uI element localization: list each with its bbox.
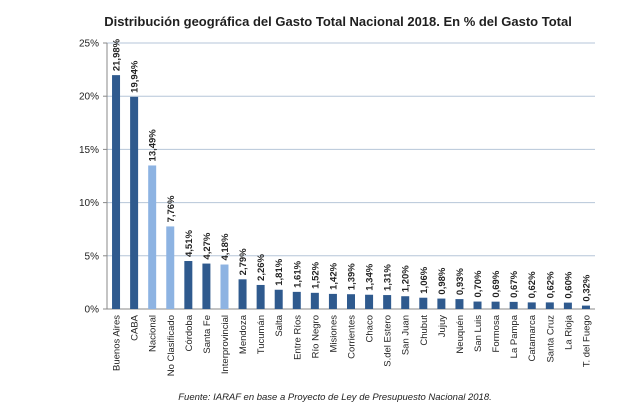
bar xyxy=(509,301,518,309)
x-tick-label: S.del Estero xyxy=(383,315,394,367)
x-tick-label: Salta xyxy=(274,314,285,336)
data-label: 0,67% xyxy=(509,270,520,297)
bar xyxy=(347,294,355,309)
x-tick-label: San Juan xyxy=(401,315,412,355)
bar xyxy=(419,297,428,309)
bar xyxy=(473,301,482,309)
bar xyxy=(455,299,464,309)
x-tick-label: La Pampa xyxy=(509,314,520,358)
data-label: 0,98% xyxy=(437,267,448,294)
x-tick-label: Córdoba xyxy=(184,314,195,351)
x-tick-label: Misiones xyxy=(328,315,339,353)
x-tick-label: Catamarca xyxy=(527,314,538,361)
data-label: 4,51% xyxy=(184,230,195,257)
data-label: 2,79% xyxy=(238,248,249,275)
data-label: 4,18% xyxy=(220,233,231,260)
x-tick-label: Jujuy xyxy=(437,315,448,337)
x-tick-label: Chubut xyxy=(419,315,430,346)
bar xyxy=(130,96,139,309)
data-label: 2,26% xyxy=(256,253,267,280)
bar xyxy=(238,279,247,309)
bar xyxy=(563,302,572,309)
x-tick-label: Santa Fe xyxy=(202,315,213,354)
data-label: 1,52% xyxy=(310,261,321,288)
x-tick-label: Santa Cruz xyxy=(545,315,556,363)
y-tick-label: 25% xyxy=(79,39,99,50)
bar xyxy=(220,264,229,309)
bar xyxy=(401,296,410,309)
bar xyxy=(437,298,446,309)
x-tick-label: Tucumán xyxy=(256,315,267,354)
x-tick-label: San Luis xyxy=(473,315,484,352)
x-tick-label: No Clasificado xyxy=(166,315,177,376)
x-tick-label: La Rioja xyxy=(563,314,574,350)
x-tick-label: Nacional xyxy=(148,315,159,352)
data-label: 0,93% xyxy=(455,268,466,295)
bar xyxy=(581,305,590,309)
bar xyxy=(274,289,283,309)
bar xyxy=(310,292,319,309)
data-label: 1,42% xyxy=(328,262,339,289)
y-tick-label: 15% xyxy=(79,145,99,156)
bar xyxy=(256,284,265,309)
bar xyxy=(527,302,536,309)
y-tick-label: 10% xyxy=(79,198,99,209)
x-tick-label: Formosa xyxy=(491,314,502,352)
data-label: 1,06% xyxy=(419,266,430,293)
data-label: 0,60% xyxy=(563,271,574,298)
bar xyxy=(545,302,554,309)
x-tick-label: Neuquén xyxy=(455,315,466,354)
data-label: 0,62% xyxy=(545,271,556,298)
x-tick-label: Buenos Aires xyxy=(112,315,123,371)
x-axis: Buenos Aires CABA Nacional No Clasificado Có… xyxy=(112,314,593,376)
x-tick-label: CABA xyxy=(130,314,141,341)
data-label: 0,62% xyxy=(527,271,538,298)
y-tick-label: 5% xyxy=(85,251,100,262)
data-label: 1,39% xyxy=(347,263,358,290)
data-label: 7,76% xyxy=(166,195,177,222)
x-tick-label: Chaco xyxy=(365,315,376,342)
x-tick-label: T. del Fuego xyxy=(581,315,592,367)
data-label: 21,98% xyxy=(112,38,123,71)
bar xyxy=(292,291,301,309)
x-tick-label: Interprovincial xyxy=(220,315,231,374)
data-label: 1,61% xyxy=(292,260,303,287)
bar xyxy=(491,301,500,309)
x-tick-label: Mendoza xyxy=(238,314,249,354)
bar xyxy=(112,75,121,309)
x-tick-label: Río Negro xyxy=(310,315,321,358)
data-label: 0,69% xyxy=(491,270,502,297)
y-axis: 0% 5% 10% 15% 20% 25% xyxy=(79,39,108,316)
x-tick-label: Entre Ríos xyxy=(292,315,303,360)
data-label: 1,34% xyxy=(365,263,376,290)
bar xyxy=(365,294,374,309)
bar xyxy=(383,295,392,309)
bar xyxy=(202,263,211,309)
data-label: 4,27% xyxy=(202,232,213,259)
data-label: 13,49% xyxy=(148,129,159,162)
bar xyxy=(148,165,157,309)
bar xyxy=(166,226,175,309)
data-label: 1,81% xyxy=(274,258,285,285)
data-labels: 21,98% 19,94% 13,49% 7,76% 4,51% 4,27% 4,18% 2,… xyxy=(112,38,593,301)
y-tick-label: 20% xyxy=(79,92,99,103)
x-tick-label: Corrientes xyxy=(347,315,358,359)
bar xyxy=(184,261,193,309)
chart-title: Distribución geográfica del Gasto Total … xyxy=(104,14,572,29)
data-label: 19,94% xyxy=(130,60,141,93)
bars xyxy=(112,75,590,309)
data-label: 1,20% xyxy=(401,265,412,292)
source-note: Fuente: IARAF en base a Proyecto de Ley … xyxy=(178,392,492,403)
data-label: 1,31% xyxy=(383,264,394,291)
data-label: 0,70% xyxy=(473,270,484,297)
data-label: 0,32% xyxy=(581,274,592,301)
y-tick-label: 0% xyxy=(85,305,100,316)
bar xyxy=(328,293,337,309)
